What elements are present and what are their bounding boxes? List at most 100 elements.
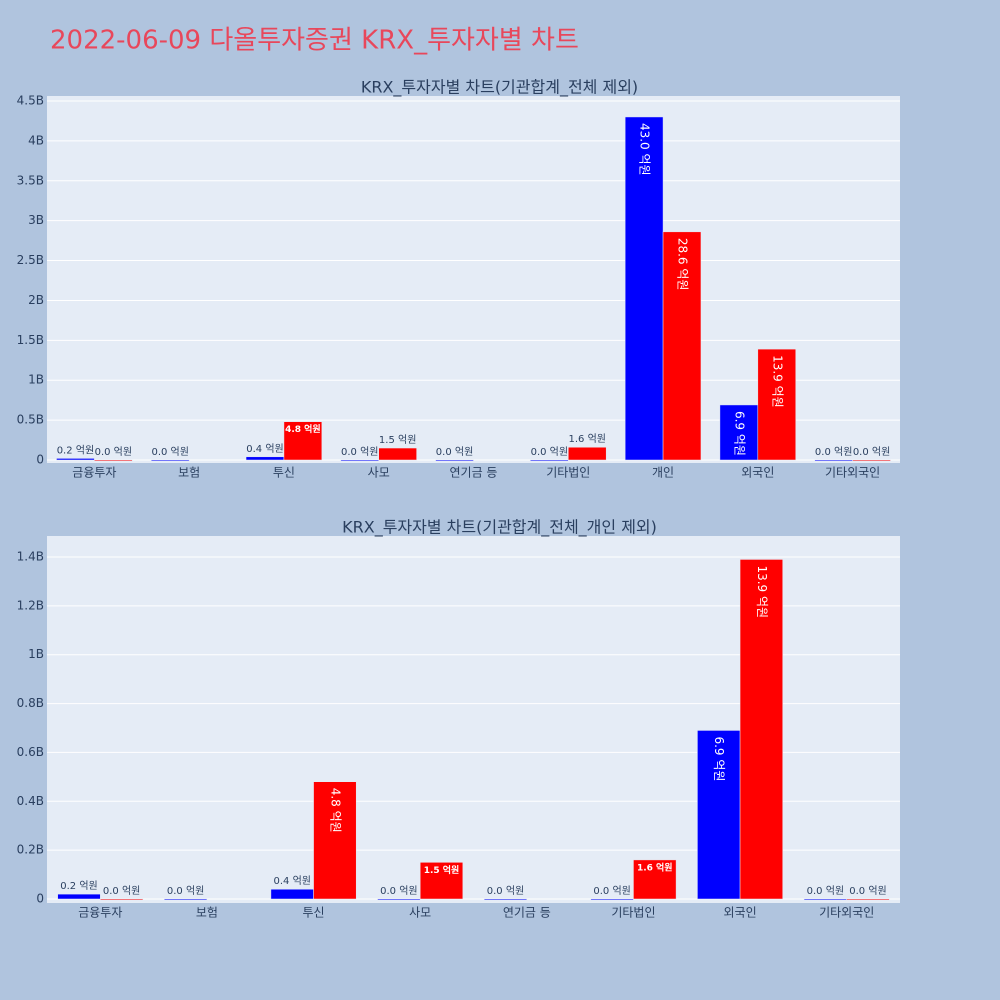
data-label: 0.2 억원: [60, 880, 97, 892]
bar: [283, 421, 323, 461]
data-label: 1.6 억원: [568, 433, 605, 445]
data-label: 0.0 억원: [807, 885, 844, 897]
data-label: 0.0 억원: [167, 885, 204, 897]
bar: [590, 898, 634, 901]
bar: [568, 446, 607, 461]
data-label: 1.6 억원: [637, 861, 673, 873]
x-tick-label: 보험: [178, 466, 200, 480]
data-label: 0.0 억원: [815, 446, 852, 458]
bar: [633, 859, 677, 900]
chart-title: KRX_투자자별 차트(기관합계_전체_개인 제외): [342, 518, 657, 538]
bar: [313, 781, 357, 900]
x-tick-label: 금융투자: [78, 906, 122, 920]
bar: [662, 231, 702, 461]
bar: [814, 459, 853, 462]
bar: [757, 348, 796, 461]
data-label: 0.4 억원: [273, 875, 310, 887]
data-label: 13.9 억원: [755, 565, 769, 618]
bar: [270, 888, 314, 900]
data-label: 0.0 억원: [380, 885, 417, 897]
data-label: 0.0 억원: [593, 885, 630, 897]
data-label: 28.6 억원: [676, 238, 690, 291]
bar: [56, 458, 95, 461]
x-tick-label: 금융투자: [72, 466, 116, 480]
data-label: 0.0 억원: [531, 446, 568, 458]
bar: [100, 898, 144, 901]
x-tick-label: 기타외국인: [825, 466, 880, 480]
x-tick-label: 사모: [409, 906, 431, 920]
data-label: 0.0 억원: [341, 446, 378, 458]
data-label: 0.0 억원: [151, 446, 188, 458]
y-tick-label: 2.5B: [17, 253, 44, 267]
bar: [530, 459, 569, 462]
bar: [378, 447, 417, 461]
x-tick-label: 기타법인: [611, 906, 655, 920]
y-tick-label: 4B: [28, 133, 44, 147]
y-tick-label: 4.5B: [17, 94, 44, 108]
bar: [435, 459, 474, 462]
y-tick-label: 0.5B: [17, 413, 44, 427]
y-tick-label: 0: [36, 453, 44, 467]
y-tick-label: 2B: [28, 293, 44, 307]
y-tick-label: 1.5B: [17, 333, 44, 347]
data-label: 43.0 억원: [638, 123, 652, 176]
data-label: 0.0 억원: [95, 446, 132, 458]
y-tick-label: 3B: [28, 213, 44, 227]
bar: [377, 898, 421, 901]
bar: [852, 459, 891, 462]
data-label: 6.9 억원: [712, 736, 726, 781]
data-label: 4.8 억원: [285, 423, 321, 435]
data-label: 1.5 억원: [424, 864, 460, 876]
x-tick-label: 외국인: [741, 466, 774, 480]
data-label: 4.8 억원: [328, 788, 342, 833]
x-tick-label: 투신: [273, 466, 295, 480]
y-tick-label: 1B: [28, 373, 44, 387]
y-tick-label: 1B: [28, 647, 44, 661]
data-label: 0.4 억원: [246, 443, 283, 455]
y-tick-label: 0.2B: [17, 843, 44, 857]
data-label: 0.0 억원: [487, 885, 524, 897]
x-tick-label: 기타외국인: [819, 906, 874, 920]
y-tick-label: 1.4B: [17, 550, 44, 564]
bar: [739, 559, 783, 900]
page-title: 2022-06-09 다올투자증권 KRX_투자자별 차트: [50, 26, 579, 56]
x-tick-label: 투신: [303, 906, 325, 920]
data-label: 0.0 억원: [849, 885, 886, 897]
bar: [719, 404, 759, 461]
data-label: 0.0 억원: [853, 446, 890, 458]
bar: [94, 459, 133, 462]
x-tick-label: 사모: [368, 466, 390, 480]
y-tick-label: 0: [36, 891, 44, 905]
y-tick-label: 3.5B: [17, 173, 44, 187]
x-tick-label: 개인: [652, 466, 674, 480]
bar: [846, 898, 890, 901]
y-tick-label: 0.4B: [17, 794, 44, 808]
bar: [697, 730, 741, 900]
bar: [624, 116, 664, 461]
bar: [57, 893, 101, 900]
y-tick-label: 0.8B: [17, 696, 44, 710]
x-tick-label: 보험: [196, 906, 218, 920]
bar: [483, 898, 528, 901]
x-tick-label: 기타법인: [546, 466, 590, 480]
bar: [803, 898, 847, 901]
data-label: 0.0 억원: [103, 885, 140, 897]
y-tick-label: 1.2B: [17, 598, 44, 612]
data-label: 13.9 억원: [770, 355, 784, 408]
chart-title: KRX_투자자별 차트(기관합계_전체 제외): [361, 78, 638, 98]
bar: [245, 456, 285, 461]
bar: [340, 459, 379, 462]
bar: [164, 898, 208, 901]
data-label: 6.9 억원: [732, 411, 746, 456]
x-tick-label: 연기금 등: [503, 906, 551, 920]
bar: [151, 459, 190, 462]
y-tick-label: 0.6B: [17, 745, 44, 759]
data-label: 0.2 억원: [57, 444, 94, 456]
x-tick-label: 연기금 등: [450, 466, 498, 480]
data-label: 0.0 억원: [436, 446, 473, 458]
bar: [419, 862, 464, 900]
x-tick-label: 외국인: [724, 906, 757, 920]
data-label: 1.5 억원: [379, 434, 416, 446]
